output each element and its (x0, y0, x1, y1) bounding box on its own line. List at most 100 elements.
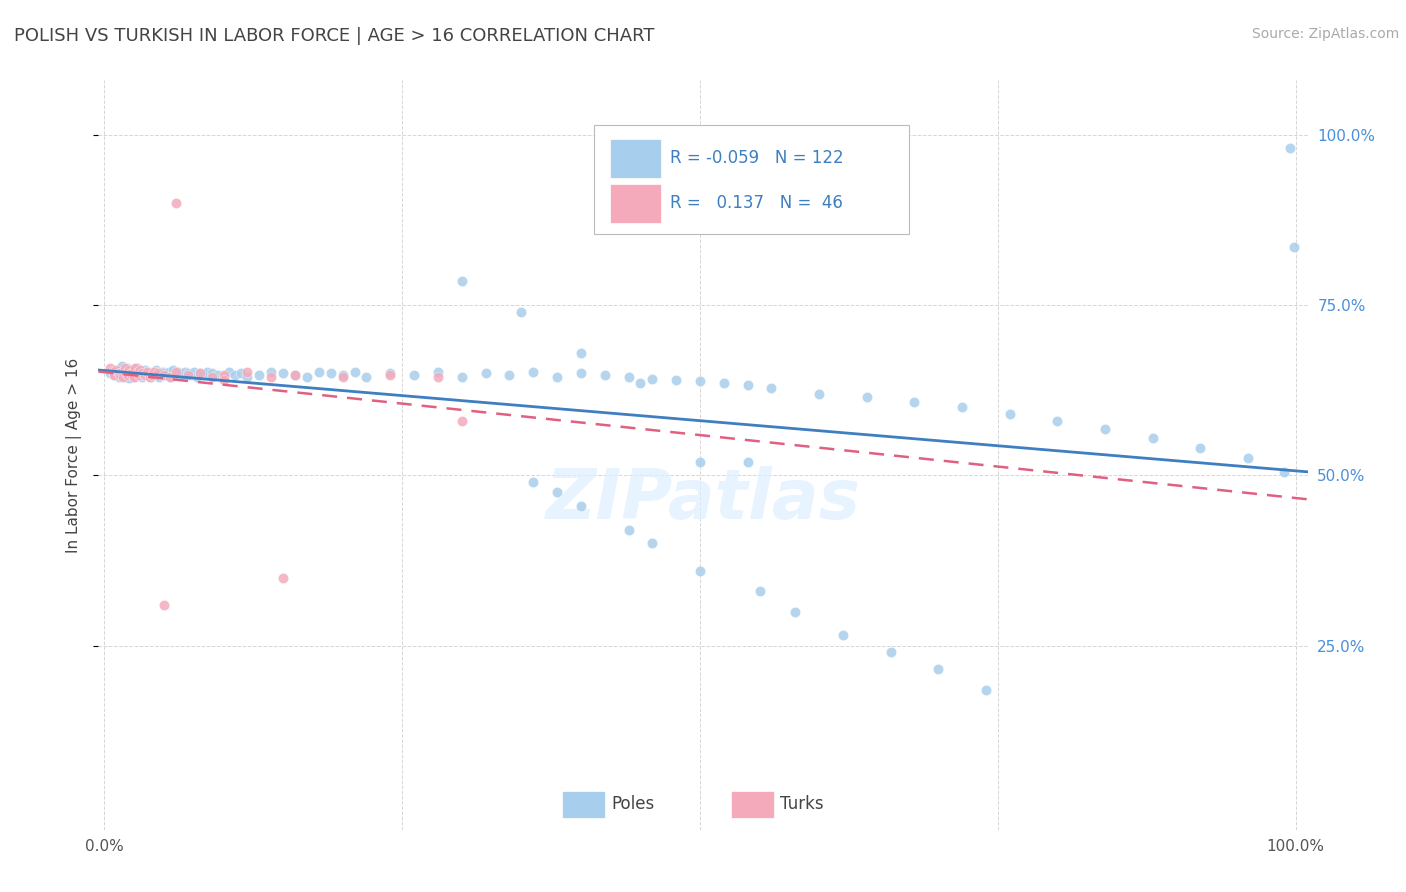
Text: POLISH VS TURKISH IN LABOR FORCE | AGE > 16 CORRELATION CHART: POLISH VS TURKISH IN LABOR FORCE | AGE >… (14, 27, 655, 45)
Point (641, 371, 664, 385)
Point (101, 365, 124, 379)
Point (193, 368, 215, 382)
Point (522, 365, 544, 379)
Point (332, 368, 354, 382)
Point (236, 365, 259, 379)
Point (131, 366, 153, 380)
Point (150, 368, 173, 382)
Point (1189, 441, 1212, 455)
Point (380, 366, 402, 380)
Point (498, 368, 520, 382)
Point (148, 369, 170, 384)
Point (617, 369, 640, 384)
Point (160, 369, 183, 384)
Point (153, 598, 176, 612)
Text: Turks: Turks (780, 795, 824, 814)
Point (129, 363, 152, 377)
Point (665, 373, 688, 387)
Point (450, 414, 472, 428)
Point (122, 365, 145, 379)
Point (284, 368, 307, 382)
Point (332, 369, 354, 384)
Point (212, 373, 235, 387)
Point (179, 368, 201, 382)
Point (689, 375, 711, 389)
Point (136, 365, 159, 379)
Point (737, 378, 759, 392)
Point (125, 366, 148, 380)
Point (247, 368, 270, 382)
Point (630, 376, 652, 391)
Point (231, 366, 253, 380)
Point (295, 369, 318, 384)
Point (450, 369, 472, 384)
Text: ZIPatlas: ZIPatlas (546, 467, 860, 533)
Point (808, 386, 831, 401)
Point (111, 359, 134, 374)
Point (641, 536, 664, 550)
Point (121, 368, 143, 382)
Point (118, 371, 141, 385)
FancyBboxPatch shape (610, 184, 661, 223)
Point (974, 682, 997, 697)
Point (152, 365, 174, 379)
Point (115, 360, 138, 375)
FancyBboxPatch shape (610, 139, 661, 178)
Point (169, 366, 191, 380)
Point (132, 368, 155, 382)
Point (522, 475, 544, 490)
Point (146, 366, 169, 380)
Point (108, 363, 131, 377)
Point (177, 366, 200, 380)
Point (260, 365, 283, 379)
Text: Source: ZipAtlas.com: Source: ZipAtlas.com (1251, 27, 1399, 41)
Point (188, 366, 211, 380)
Point (155, 368, 177, 382)
Point (134, 363, 156, 377)
Point (162, 363, 184, 377)
Point (138, 366, 160, 380)
Point (124, 369, 146, 384)
Point (236, 369, 259, 384)
Point (142, 368, 165, 382)
Point (689, 564, 711, 578)
Point (121, 368, 143, 382)
Point (569, 345, 592, 359)
Point (200, 369, 222, 384)
Point (167, 365, 190, 379)
Text: R =   0.137   N =  46: R = 0.137 N = 46 (671, 194, 844, 212)
Point (165, 195, 187, 210)
Point (114, 366, 136, 380)
Point (124, 360, 146, 375)
Point (510, 305, 533, 319)
FancyBboxPatch shape (595, 125, 908, 234)
Point (1142, 431, 1164, 445)
Point (426, 369, 449, 384)
Point (111, 365, 134, 379)
Point (271, 366, 294, 380)
Point (120, 366, 142, 380)
Point (129, 368, 152, 382)
Point (212, 368, 235, 382)
Point (149, 366, 172, 380)
Point (105, 365, 128, 379)
Point (593, 368, 616, 382)
Point (122, 366, 145, 380)
Point (120, 363, 142, 377)
Point (748, 584, 770, 599)
Point (141, 368, 163, 382)
Point (1237, 451, 1260, 466)
Point (127, 366, 149, 380)
Point (183, 365, 205, 379)
Point (136, 365, 159, 379)
Point (153, 366, 176, 380)
Point (356, 369, 378, 384)
Point (950, 401, 973, 415)
Point (343, 365, 366, 379)
Point (139, 369, 162, 384)
Point (117, 366, 139, 380)
Point (761, 381, 783, 395)
Point (131, 365, 153, 379)
Point (380, 368, 402, 382)
Point (998, 407, 1021, 421)
